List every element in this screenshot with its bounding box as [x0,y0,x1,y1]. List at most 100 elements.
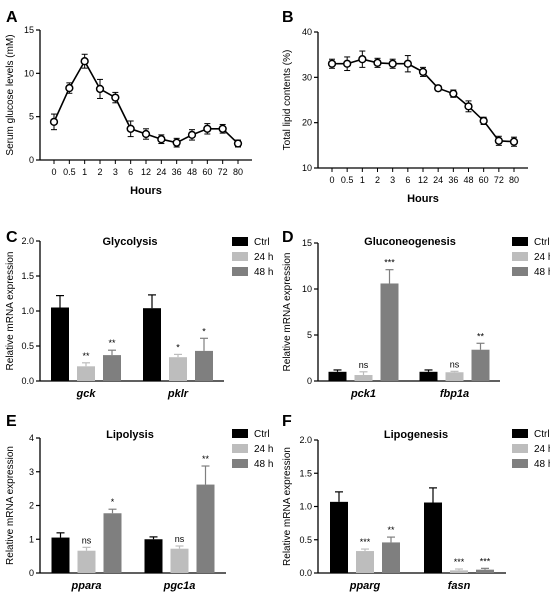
bar [144,539,163,573]
panel-e: E 0 1 2 3 4 Relative mRNA expression Lipolysis n… [5,413,273,592]
y-tick-label: 20 [302,118,312,128]
y-tick-label: 0 [307,376,312,386]
data-point [479,116,488,126]
data-point [388,59,397,68]
bar [51,307,69,381]
significance-label: ** [108,338,116,348]
legend: Ctrl 24 h 48 h [232,429,273,470]
y-tick-label: 3 [29,467,34,477]
data-point [327,59,337,68]
legend-label: Ctrl [254,237,270,248]
data-point [373,58,382,67]
x-tick-label: 60 [202,167,212,177]
y-axis-label: Relative mRNA expression [282,253,293,372]
data-point [95,84,105,94]
x-tick-label: 12 [141,167,151,177]
bar [196,484,215,573]
significance-label: ns [359,360,369,370]
data-point [203,124,212,133]
x-tick-label: 80 [233,167,243,177]
panel-f: F 0.0 0.5 1.0 1.5 2.0 Relative mRNA expression… [282,413,550,592]
legend: Ctrl 24 h 48 h [232,237,273,278]
bar [419,371,438,381]
panel-label: A [6,9,18,26]
data-point [418,67,428,77]
significance-label: *** [384,258,395,268]
x-tick-label: 0.5 [341,175,354,185]
y-tick-label: 0 [29,155,34,165]
x-tick-label: 24 [156,167,166,177]
y-tick-label: 30 [302,72,312,82]
y-tick-label: 1.0 [299,502,312,512]
x-tick-label: 6 [405,175,410,185]
data-point [80,57,89,66]
x-category-label: ppara [71,580,102,592]
x-tick-label: 1 [360,175,365,185]
y-tick-label: 1.5 [299,468,312,478]
panel-label: E [6,413,17,430]
data-point [403,59,412,68]
x-category-label: fasn [448,580,471,592]
x-tick-label: 72 [218,167,228,177]
significance-label: * [176,342,180,352]
x-category-label: pparg [349,580,381,592]
x-tick-label: 0.5 [63,167,76,177]
data-point [157,135,166,144]
bar [380,283,399,381]
legend-label: 48 h [534,267,550,278]
data-point [343,59,352,68]
data-point [358,55,367,64]
data-point [141,129,151,139]
data-point [464,102,473,111]
y-axis-label: Relative mRNA expression [5,446,16,565]
bar [354,375,373,381]
chart-title: Gluconeogenesis [364,236,456,248]
x-tick-label: 2 [97,167,102,177]
bar [382,542,400,573]
legend-swatch [232,444,248,453]
chart-title: Glycolysis [102,236,157,248]
legend-label: 24 h [254,444,273,455]
significance-label: *** [454,557,465,567]
significance-label: ns [450,359,460,369]
y-tick-label: 40 [302,27,312,37]
legend-label: 48 h [254,267,273,278]
panel-label: D [282,229,294,246]
data-point [126,124,135,133]
data-point [233,139,243,148]
x-tick-label: 48 [463,175,473,185]
legend-label: Ctrl [254,429,270,440]
significance-label: *** [480,556,491,566]
x-tick-label: 3 [390,175,395,185]
significance-label: ns [175,534,185,544]
legend: Ctrl 24 h 48 h [512,429,550,470]
bar [471,349,490,381]
legend-label: 24 h [254,252,273,263]
y-tick-label: 15 [24,25,34,35]
legend-swatch [512,444,528,453]
x-axis-label: Hours [407,193,439,205]
bar [476,569,494,573]
chart-title: Lipolysis [106,429,154,441]
legend-swatch [512,267,528,276]
data-point [172,138,181,147]
legend-swatch [232,267,248,276]
x-tick-label: 24 [433,175,443,185]
legend-label: Ctrl [534,237,550,248]
bar [330,501,348,573]
x-category-label: pgc1a [163,580,196,592]
legend-label: Ctrl [534,429,550,440]
legend-swatch [512,429,528,438]
x-tick-label: 60 [479,175,489,185]
significance-label: ** [82,351,90,361]
data-point [509,137,519,146]
legend-swatch [512,237,528,246]
y-tick-label: 15 [302,238,312,248]
x-tick-label: 36 [448,175,458,185]
bar [103,355,121,381]
y-tick-label: 2.0 [21,236,34,246]
x-category-label: pklr [167,388,189,400]
panel-label: F [282,413,292,430]
